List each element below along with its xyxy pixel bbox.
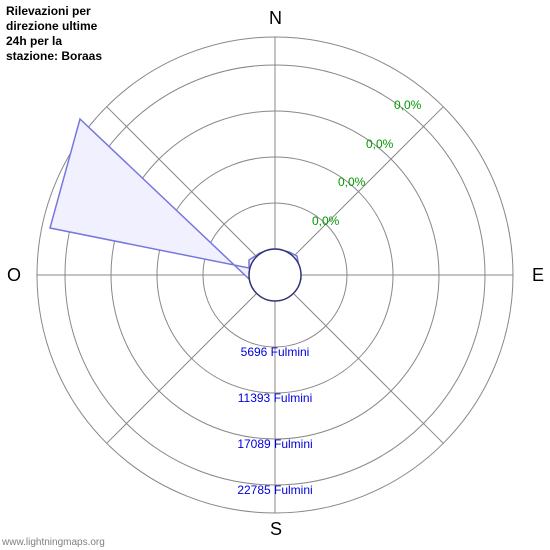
percent-label-1: 0,0% xyxy=(338,175,366,189)
grid-spoke-5 xyxy=(107,293,257,443)
cardinal-e: E xyxy=(532,265,544,286)
grid-spoke-1 xyxy=(293,107,443,257)
chart-title: Rilevazioni per direzione ultime 24h per… xyxy=(6,4,116,64)
cardinal-n: N xyxy=(269,8,282,29)
count-label-3: 22785 Fulmini xyxy=(237,483,312,497)
count-label-2: 17089 Fulmini xyxy=(237,437,312,451)
count-label-0: 5696 Fulmini xyxy=(241,345,310,359)
polar-chart: 0,0% 0,0% 0,0% 0,0% 5696 Fulmini 11393 Fulmin… xyxy=(0,0,550,550)
grid-spoke-3 xyxy=(293,293,443,443)
percent-label-3: 0,0% xyxy=(394,98,422,112)
cardinal-s: S xyxy=(270,519,282,540)
footer-attribution: www.lightningmaps.org xyxy=(2,537,105,548)
cardinal-w: O xyxy=(7,265,21,286)
count-label-1: 11393 Fulmini xyxy=(238,391,312,405)
inner-circle xyxy=(249,249,301,301)
percent-label-0: 0,0% xyxy=(312,214,340,228)
polar-chart-container: Rilevazioni per direzione ultime 24h per… xyxy=(0,0,550,550)
percent-label-2: 0,0% xyxy=(366,137,394,151)
